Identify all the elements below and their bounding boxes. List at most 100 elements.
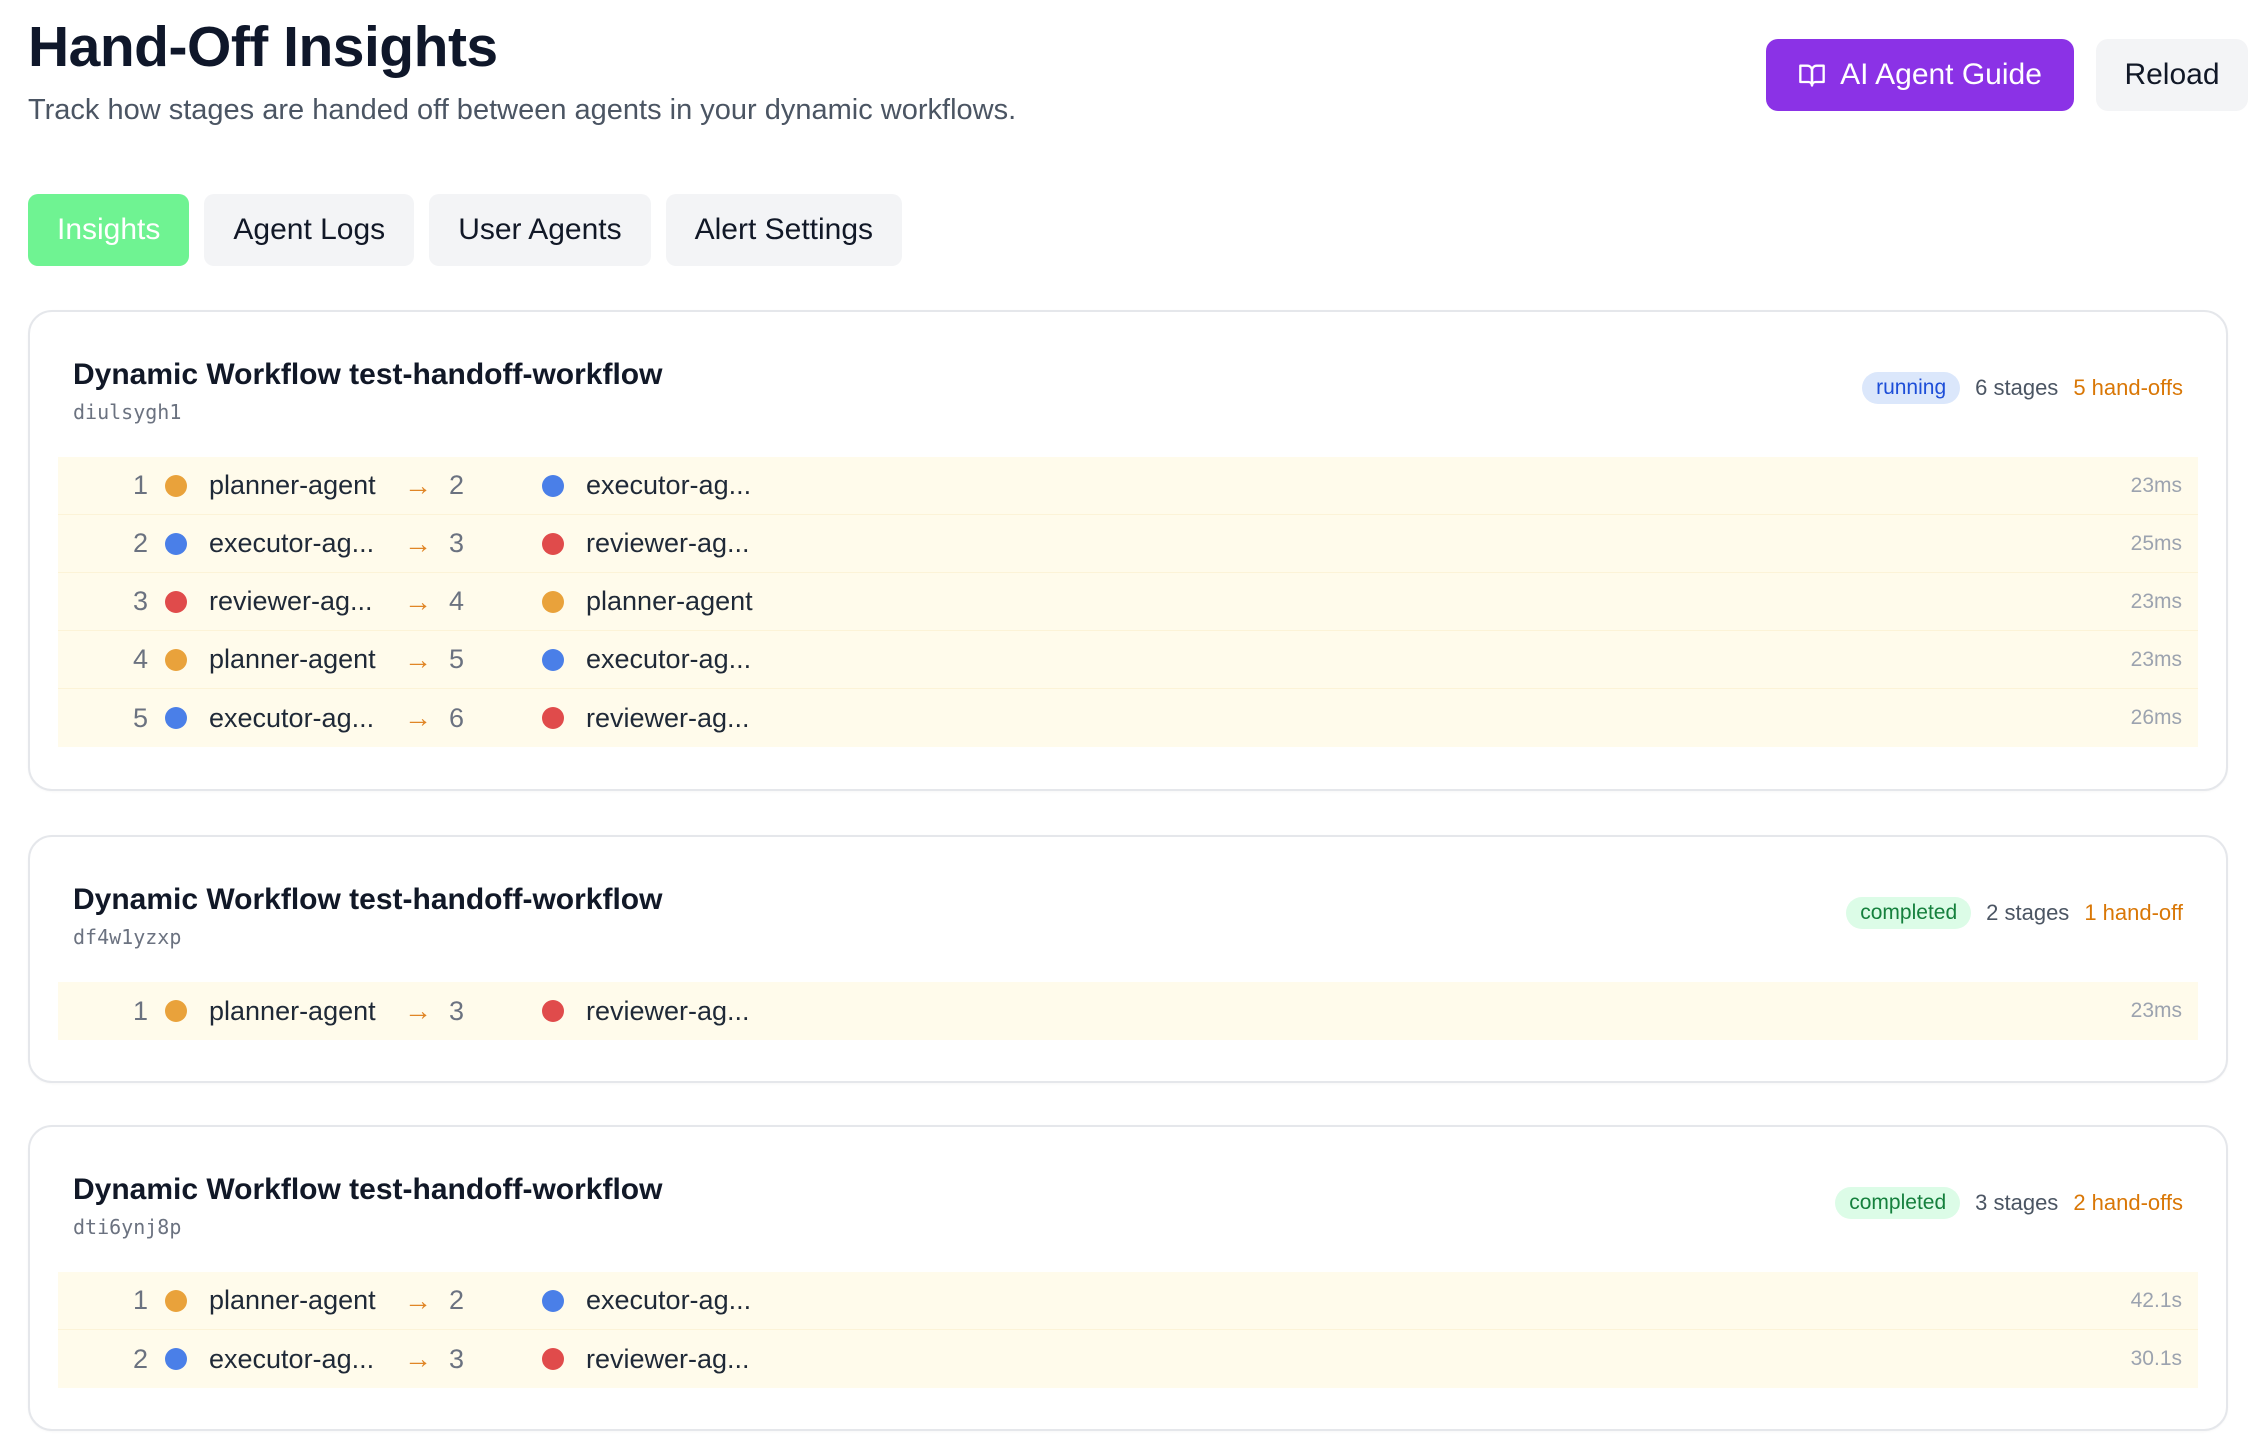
next-stage-index: 2: [449, 1285, 465, 1315]
page-subtitle: Track how stages are handed off between …: [28, 94, 1017, 126]
from-agent-name: executor-ag...: [209, 528, 375, 558]
arrow-right-icon: →: [404, 1343, 432, 1374]
stage-count: 6 stages: [1975, 375, 2059, 400]
agent-color-dot: [542, 648, 564, 671]
tab-user-agents[interactable]: User Agents: [429, 194, 651, 266]
agent-color-dot: [165, 1348, 187, 1370]
from-agent-name: planner-agent: [209, 644, 376, 674]
book-open-icon: [1798, 61, 1826, 89]
agent-color-dot: [542, 707, 564, 729]
workflow-id: dti6ynj8p: [73, 1215, 182, 1239]
from-agent-name: planner-agent: [209, 995, 376, 1026]
next-stage-index: 5: [449, 644, 465, 674]
handoff-count: 5 hand-offs: [2073, 375, 2183, 400]
handoff-row[interactable]: 1 planner-agent → 2 executor-ag... 42.1s: [58, 1272, 2198, 1330]
from-agent-name: planner-agent: [209, 470, 376, 500]
reload-button[interactable]: Reload: [2096, 39, 2248, 111]
stage-index: 2: [132, 528, 148, 558]
arrow-right-icon: →: [404, 995, 432, 1026]
handoff-row[interactable]: 2 executor-ag... → 3 reviewer-ag... 30.1s: [58, 1330, 2198, 1388]
agent-color-dot: [542, 532, 564, 555]
agent-color-dot: [542, 1289, 564, 1312]
handoff-duration: 23ms: [2130, 999, 2182, 1022]
status-badge: running: [1862, 372, 1961, 404]
workflow-id: df4w1yzxp: [73, 925, 182, 949]
from-agent-name: planner-agent: [209, 1285, 376, 1315]
workflow-title: Dynamic Workflow test-handoff-workflow: [73, 1173, 663, 1206]
from-agent-name: executor-ag...: [209, 1343, 375, 1374]
handoff-row[interactable]: 3 reviewer-ag... → 4 planner-agent 23ms: [58, 573, 2198, 631]
stage-count: 3 stages: [1975, 1190, 2059, 1215]
workflow-title: Dynamic Workflow test-handoff-workflow: [73, 358, 663, 391]
agent-color-dot: [165, 590, 187, 613]
handoff-row[interactable]: 1 planner-agent → 3 reviewer-ag... 23ms: [58, 982, 2198, 1040]
agent-color-dot: [542, 1348, 564, 1370]
from-agent-name: executor-ag...: [209, 702, 375, 733]
ai-agent-guide-button[interactable]: AI Agent Guide: [1766, 39, 2074, 111]
next-stage-index: 4: [449, 586, 465, 616]
workflow-meta: completed 2 stages 1 hand-off: [1846, 897, 2183, 929]
arrow-right-icon: →: [404, 702, 432, 733]
workflow-title: Dynamic Workflow test-handoff-workflow: [73, 883, 663, 916]
stage-count: 2 stages: [1986, 900, 2070, 925]
to-agent-name: planner-agent: [586, 586, 753, 616]
agent-color-dot: [542, 1000, 564, 1022]
agent-color-dot: [165, 707, 187, 729]
header-actions: AI Agent Guide Reload: [1766, 39, 2248, 111]
tab-alert-settings[interactable]: Alert Settings: [665, 194, 903, 266]
handoff-duration: 23ms: [2130, 473, 2182, 497]
stage-index: 1: [132, 470, 148, 500]
stage-index: 1: [132, 1285, 148, 1315]
to-agent-name: reviewer-ag...: [586, 995, 750, 1026]
from-agent-name: reviewer-ag...: [209, 586, 373, 616]
agent-color-dot: [165, 474, 187, 497]
agent-color-dot: [542, 474, 564, 497]
tab-insights[interactable]: Insights: [28, 194, 190, 266]
agent-color-dot: [165, 532, 187, 555]
handoff-count: 1 hand-off: [2084, 900, 2183, 925]
next-stage-index: 3: [449, 528, 465, 558]
workflow-card: Dynamic Workflow test-handoff-workflow df…: [28, 835, 2228, 1083]
handoff-count: 2 hand-offs: [2073, 1190, 2183, 1215]
handoff-duration: 25ms: [2130, 531, 2182, 555]
agent-color-dot: [542, 590, 564, 613]
to-agent-name: executor-ag...: [586, 470, 752, 500]
tab-agent-logs[interactable]: Agent Logs: [204, 194, 415, 266]
to-agent-name: reviewer-ag...: [586, 702, 750, 733]
arrow-right-icon: →: [404, 585, 432, 617]
handoff-row[interactable]: 1 planner-agent → 2 executor-ag... 23ms: [58, 457, 2198, 515]
handoff-list: 1 planner-agent → 2 executor-ag... 42.1s 2 exec…: [58, 1272, 2198, 1388]
stage-index: 4: [132, 644, 148, 674]
next-stage-index: 3: [449, 995, 465, 1026]
handoff-duration: 23ms: [2130, 647, 2182, 671]
arrow-right-icon: →: [404, 527, 432, 559]
page-title: Hand-Off Insights: [28, 15, 498, 79]
status-badge: completed: [1835, 1187, 1961, 1219]
stage-index: 2: [132, 1343, 148, 1374]
to-agent-name: executor-ag...: [586, 644, 752, 674]
arrow-right-icon: →: [404, 643, 432, 675]
arrow-right-icon: →: [404, 1284, 432, 1316]
handoff-row[interactable]: 2 executor-ag... → 3 reviewer-ag... 25ms: [58, 515, 2198, 573]
workflow-meta: completed 3 stages 2 hand-offs: [1835, 1187, 2183, 1219]
to-agent-name: reviewer-ag...: [586, 528, 750, 558]
to-agent-name: executor-ag...: [586, 1285, 752, 1315]
stage-index: 5: [132, 702, 148, 733]
workflow-meta: running 6 stages 5 hand-offs: [1862, 372, 2183, 404]
stage-index: 3: [132, 586, 148, 616]
agent-color-dot: [165, 1289, 187, 1312]
handoff-list: 1 planner-agent → 2 executor-ag... 23ms 2 execu…: [58, 457, 2198, 747]
handoff-list: 1 planner-agent → 3 reviewer-ag... 23ms: [58, 982, 2198, 1040]
next-stage-index: 3: [449, 1343, 465, 1374]
tab-bar: Insights Agent Logs User Agents Alert Se…: [28, 194, 903, 266]
handoff-row[interactable]: 5 executor-ag... → 6 reviewer-ag... 26ms: [58, 689, 2198, 747]
ai-agent-guide-label: AI Agent Guide: [1840, 58, 2042, 91]
next-stage-index: 2: [449, 470, 465, 500]
agent-color-dot: [165, 648, 187, 671]
agent-color-dot: [165, 1000, 187, 1022]
next-stage-index: 6: [449, 702, 465, 733]
handoff-row[interactable]: 4 planner-agent → 5 executor-ag... 23ms: [58, 631, 2198, 689]
handoff-duration: 30.1s: [2130, 1347, 2182, 1370]
stage-index: 1: [132, 995, 148, 1026]
